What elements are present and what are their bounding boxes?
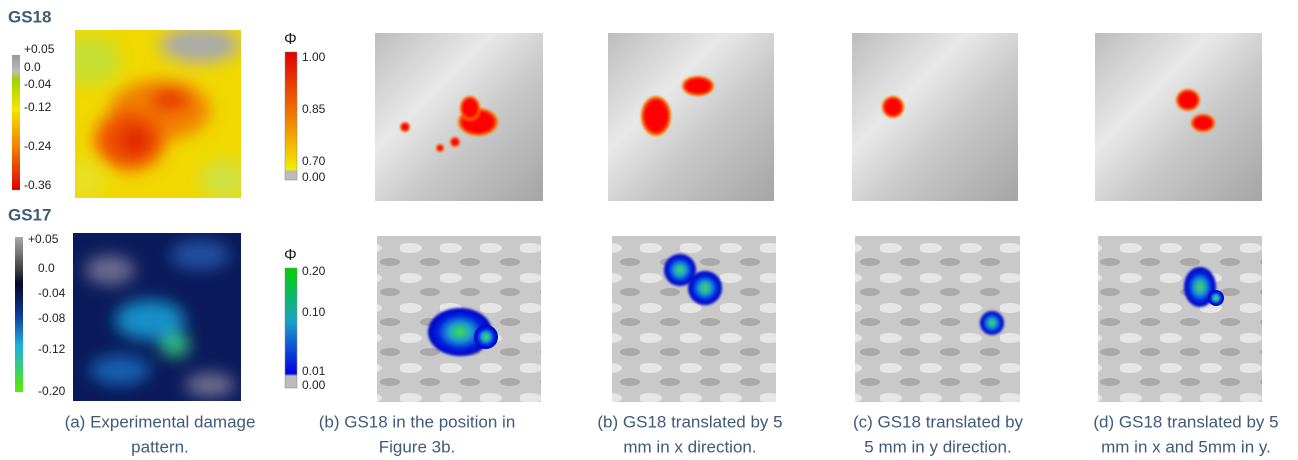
colorbar-label: -0.12 [24, 100, 52, 114]
caption: (b) GS18 translated by 5 [597, 412, 782, 431]
caption: mm in x and 5mm in y. [1101, 437, 1271, 456]
caption: mm in x direction. [623, 437, 756, 456]
colorbar [285, 52, 297, 180]
simulation-panel [377, 236, 541, 402]
colorbar-label: +0.05 [24, 42, 55, 56]
colorbar-label: -0.36 [24, 178, 52, 192]
caption: pattern. [131, 437, 189, 456]
colorbar-label: -0.08 [38, 311, 66, 325]
damage-heatmap [73, 233, 241, 401]
simulation-panel [375, 33, 543, 201]
colorbar-label: 0.0 [24, 60, 41, 74]
colorbar-label: 0.00 [302, 378, 326, 392]
colorbar-label: 0.0 [38, 261, 55, 275]
row-label: GS18 [8, 7, 51, 26]
caption: (a) Experimental damage [65, 412, 256, 431]
colorbar-label: 0.85 [302, 102, 326, 116]
colorbar [15, 237, 23, 392]
row-label: GS17 [8, 205, 51, 224]
colorbar [285, 268, 297, 388]
simulation-panel [612, 236, 776, 402]
colorbar-label: +0.05 [28, 232, 59, 246]
caption: 5 mm in y direction. [864, 437, 1011, 456]
colorbar-label: 0.70 [302, 154, 326, 168]
phi-symbol: Φ [284, 31, 297, 48]
colorbar-label: -0.20 [38, 384, 66, 398]
colorbar-label: 0.01 [302, 364, 326, 378]
caption: Figure 3b. [379, 437, 456, 456]
caption: (b) GS18 in the position in [319, 412, 516, 431]
colorbar-label: 1.00 [302, 50, 326, 64]
colorbar-label: -0.04 [38, 286, 66, 300]
simulation-panel [1098, 236, 1262, 402]
simulation-panel [855, 236, 1020, 402]
phi-symbol: Φ [284, 247, 297, 264]
colorbar-label: 0.20 [302, 264, 326, 278]
colorbar-label: 0.00 [302, 170, 326, 184]
colorbar-label: -0.24 [24, 139, 52, 153]
colorbar-label: -0.12 [38, 342, 66, 356]
colorbar [12, 55, 20, 190]
caption: (c) GS18 translated by [853, 412, 1024, 431]
caption: (d) GS18 translated by 5 [1093, 412, 1278, 431]
colorbar-label: 0.10 [302, 305, 326, 319]
simulation-panel [1095, 33, 1262, 201]
colorbar-label: -0.04 [24, 77, 52, 91]
simulation-panel [852, 33, 1018, 201]
figure: GS18 GS17 +0.05 0.0 -0.04 -0.12 -0.24 -0… [0, 0, 1298, 460]
simulation-panel [608, 33, 774, 201]
damage-heatmap [60, 27, 250, 200]
